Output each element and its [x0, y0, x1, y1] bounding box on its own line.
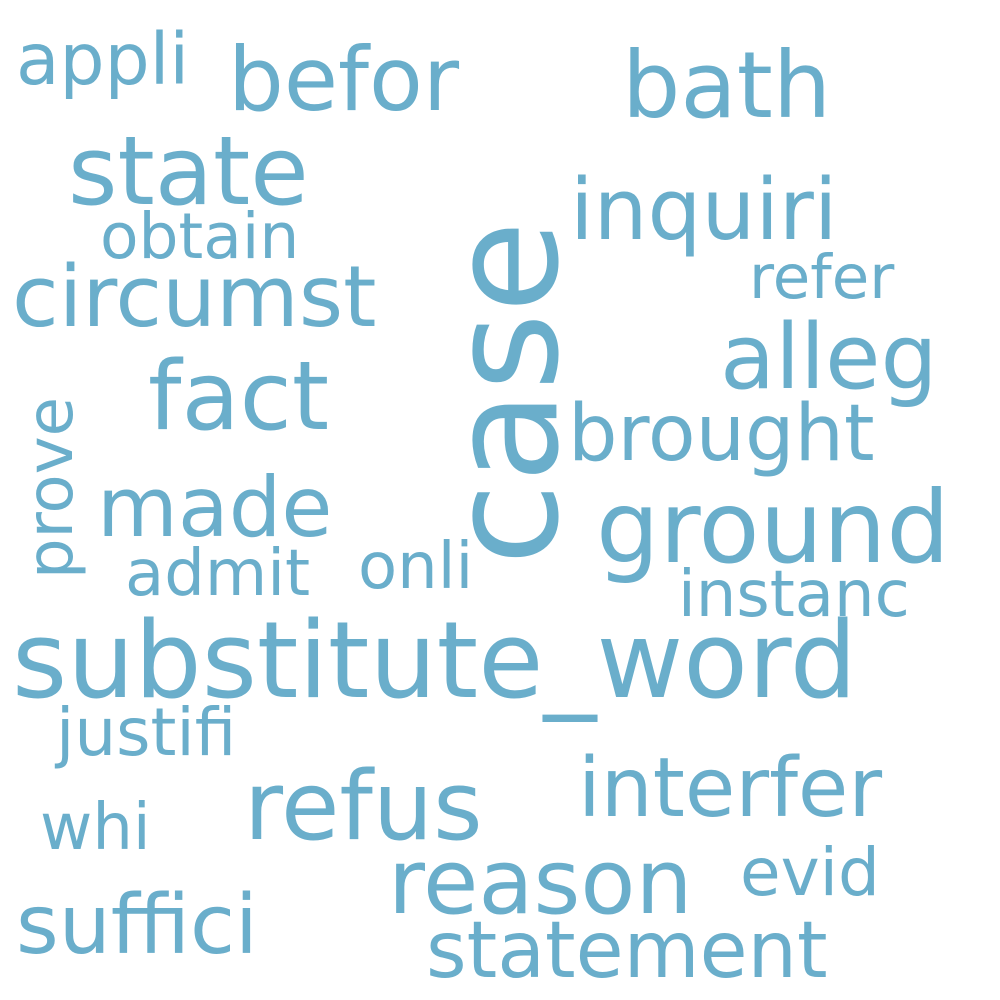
word-justifi: justifi: [56, 694, 237, 771]
word-circumst: circumst: [12, 248, 377, 347]
word-bath: bath: [622, 32, 832, 139]
word-inquiri: inquiri: [570, 161, 838, 260]
word-statement: statement: [426, 906, 828, 996]
word-case: case: [418, 220, 593, 566]
word-befor: befor: [228, 28, 459, 131]
word-admit: admit: [125, 537, 311, 611]
word-obtain: obtain: [100, 200, 300, 273]
word-interfer: interfer: [578, 741, 883, 836]
word-prove: prove: [13, 397, 88, 579]
word-state: state: [68, 117, 309, 227]
word-evid: evid: [740, 834, 880, 911]
word-instanc: instanc: [678, 558, 910, 632]
word-refer: refer: [749, 242, 895, 313]
word-appli: appli: [16, 18, 190, 101]
word-reason: reason: [388, 830, 693, 935]
word-whi: whi: [40, 791, 151, 865]
word-refus: refus: [244, 752, 483, 862]
word-made: made: [97, 459, 333, 556]
word-suffici: suffici: [16, 878, 258, 973]
word-fact: fact: [148, 342, 330, 452]
word-alleg: alleg: [720, 305, 938, 410]
word-brought: brought: [568, 389, 875, 479]
word-onli: onli: [358, 530, 474, 604]
word-substitute-word: substitute_word: [12, 599, 857, 722]
word-ground: ground: [596, 469, 950, 586]
